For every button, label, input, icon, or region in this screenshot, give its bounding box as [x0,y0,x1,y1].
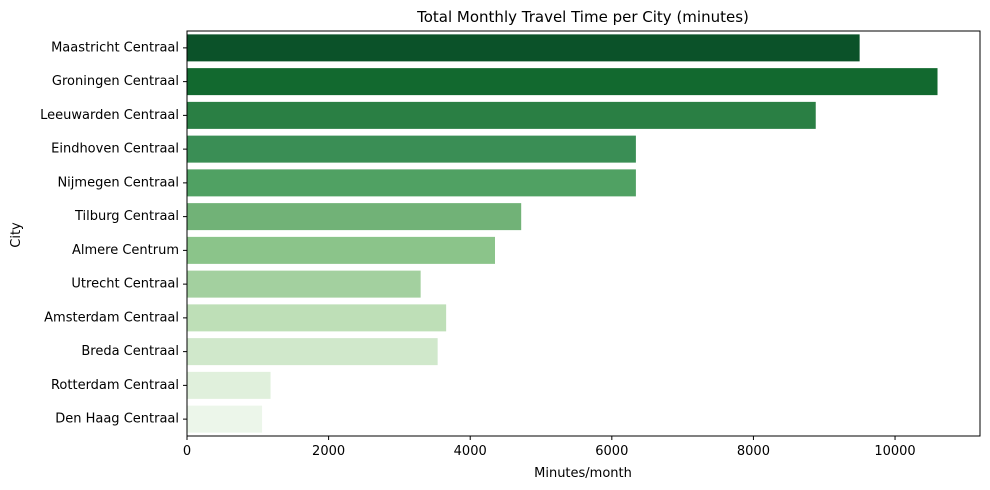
x-tick-label: 2000 [312,444,345,459]
y-tick-label: Rotterdam Centraal [51,378,179,393]
bar-nijmegen-centraal [187,169,636,197]
x-tick-label: 10000 [874,444,915,459]
x-axis-label: Minutes/month [534,466,632,481]
bar-rotterdam-centraal [187,371,271,399]
y-tick-label: Amsterdam Centraal [44,310,179,325]
y-axis-label: City [9,222,24,248]
y-tick-label: Eindhoven Centraal [51,142,179,157]
x-tick-label: 6000 [595,444,628,459]
x-tick-label: 8000 [737,444,770,459]
y-tick-label: Utrecht Centraal [71,277,179,292]
bar-tilburg-centraal [187,203,522,231]
y-tick-label: Leeuwarden Centraal [40,108,179,123]
y-tick-labels: Maastricht Centraal Groningen Centraal Lee… [40,40,187,427]
y-tick-label: Almere Centrum [72,243,179,258]
y-tick-label: Den Haag Centraal [55,412,179,427]
bar-leeuwarden-centraal [187,101,816,129]
x-ticks: 0 2000 4000 6000 8000 10000 [183,436,916,459]
bar-almere-centrum [187,236,495,264]
bar-maastricht-centraal [187,34,860,62]
x-tick-label: 4000 [454,444,487,459]
bar-den-haag-centraal [187,405,263,433]
bar-amsterdam-centraal [187,304,447,332]
plot-frame [186,30,981,437]
y-tick-label: Groningen Centraal [52,74,179,89]
bar-eindhoven-centraal [187,135,636,163]
y-tick-label: Tilburg Centraal [74,209,179,224]
chart-title: Total Monthly Travel Time per City (minu… [416,8,749,26]
bar-groningen-centraal [187,68,938,96]
x-tick-label: 0 [183,444,191,459]
y-tick-label: Breda Centraal [81,344,179,359]
bar-breda-centraal [187,338,438,366]
bar-utrecht-centraal [187,270,421,298]
y-tick-label: Nijmegen Centraal [57,175,179,190]
y-tick-label: Maastricht Centraal [51,40,179,55]
bars-group [187,34,938,433]
